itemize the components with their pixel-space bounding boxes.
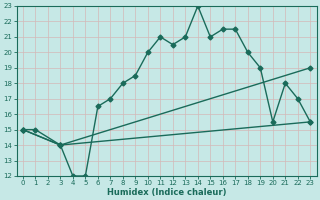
X-axis label: Humidex (Indice chaleur): Humidex (Indice chaleur): [107, 188, 226, 197]
